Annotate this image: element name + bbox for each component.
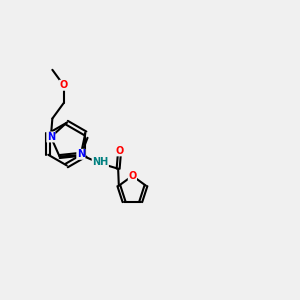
Text: N: N (47, 132, 55, 142)
Text: NH: NH (92, 158, 108, 167)
Text: O: O (116, 146, 124, 156)
Text: O: O (59, 80, 68, 90)
Text: O: O (128, 171, 136, 181)
Text: N: N (77, 149, 85, 159)
